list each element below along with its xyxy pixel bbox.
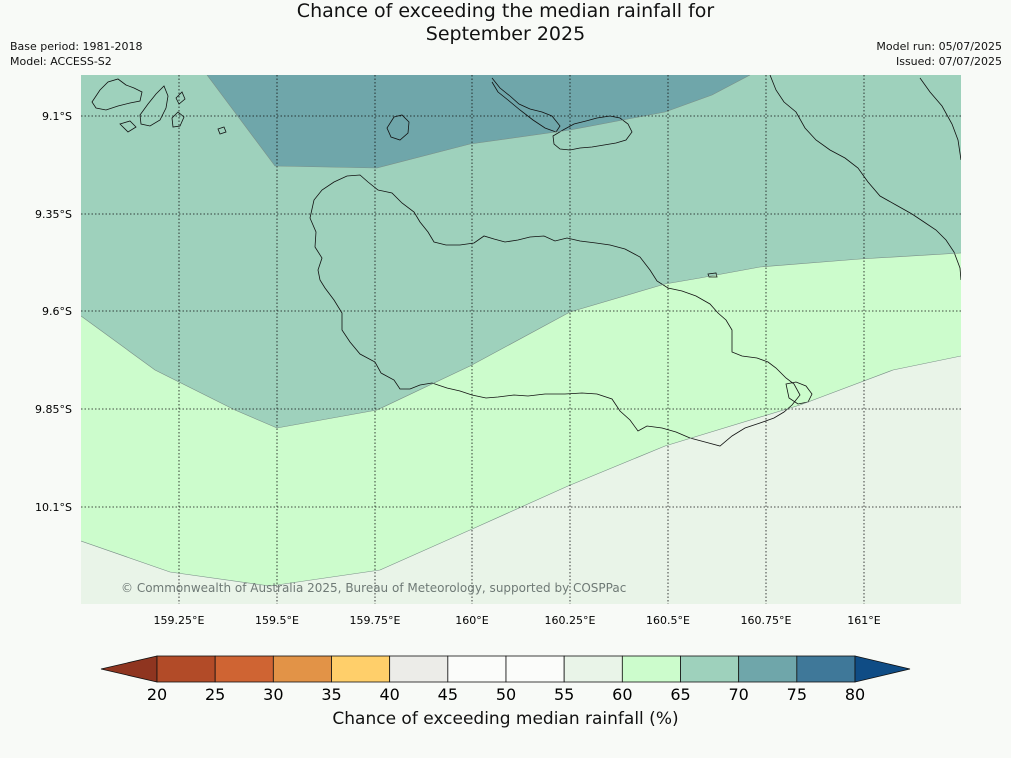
model-run-date: Model run: 05/07/2025 <box>876 40 1002 53</box>
island-outline <box>217 126 227 135</box>
colorbar-cell <box>389 655 449 683</box>
colorbar-title: Chance of exceeding median rainfall (%) <box>332 709 679 729</box>
colorbar-cell <box>680 655 740 683</box>
copyright-text: © Commonwealth of Australia 2025, Bureau… <box>121 581 626 595</box>
island-outline <box>785 381 813 405</box>
latitude-tick-label: 9.1°S <box>42 110 72 123</box>
colorbar-tick-label: 70 <box>728 685 748 704</box>
colorbar-cell <box>738 655 798 683</box>
longitude-tick-label: 159.75°E <box>350 614 401 627</box>
island-outline <box>119 120 137 133</box>
longitude-tick-label: 161°E <box>847 614 880 627</box>
colorbar-low-extension <box>100 655 158 683</box>
model-name: Model: ACCESS-S2 <box>10 55 112 68</box>
model-info: Base period: 1981-2018 Model: ACCESS-S2 <box>10 39 142 69</box>
colorbar-cell <box>505 655 565 683</box>
island-outline <box>769 75 961 281</box>
latitude-tick-label: 10.1°S <box>35 501 72 514</box>
colorbar-tick-label: 45 <box>438 685 458 704</box>
zone-65-70 <box>207 75 750 168</box>
island-outline <box>552 115 633 151</box>
latitude-tick-label: 9.85°S <box>35 403 72 416</box>
colorbar-cell <box>331 655 391 683</box>
colorbar-tick-label: 30 <box>263 685 283 704</box>
base-period: Base period: 1981-2018 <box>10 40 143 53</box>
island-outline <box>919 77 961 161</box>
graticule <box>81 75 961 604</box>
colorbar-tick-label: 35 <box>321 685 341 704</box>
colorbar-tick-label: 65 <box>670 685 690 704</box>
colorbar-cell <box>621 655 681 683</box>
longitude-tick-label: 159.5°E <box>255 614 299 627</box>
longitude-tick-label: 160.25°E <box>545 614 596 627</box>
latitude-labels: 9.1°S 9.35°S 9.6°S 9.85°S 10.1°S <box>35 110 72 514</box>
colorbar-tick-label: 75 <box>787 685 807 704</box>
island-outline <box>91 78 143 111</box>
run-info: Model run: 05/07/2025 Issued: 07/07/2025 <box>876 39 1002 69</box>
colorbar-tick-label: 50 <box>496 685 516 704</box>
colorbar-cell <box>447 655 507 683</box>
colorbar-tick-label: 40 <box>379 685 399 704</box>
title-line-1: Chance of exceeding the median rainfall … <box>296 0 715 22</box>
colorbar-cell <box>214 655 274 683</box>
colorbar-cell <box>796 655 856 683</box>
longitude-tick-label: 160.5°E <box>646 614 690 627</box>
zone-boundaries <box>81 75 961 587</box>
colorbar: 20 25 30 35 40 45 50 55 60 65 70 75 80 <box>100 655 911 704</box>
longitude-tick-label: 160.75°E <box>741 614 792 627</box>
coastlines <box>91 75 961 447</box>
colorbar-cell <box>563 655 623 683</box>
colorbar-tick-label: 55 <box>554 685 574 704</box>
latitude-tick-label: 9.6°S <box>42 305 72 318</box>
colorbar-cell <box>272 655 332 683</box>
latitude-tick-label: 9.35°S <box>35 208 72 221</box>
longitude-tick-label: 160°E <box>455 614 488 627</box>
island-outline <box>707 272 718 278</box>
title-line-2: September 2025 <box>425 23 586 45</box>
map-area <box>81 75 961 604</box>
colorbar-tick-label: 25 <box>205 685 225 704</box>
colorbar-tick-label: 20 <box>147 685 167 704</box>
island-outline <box>139 85 169 127</box>
map-title: Chance of exceeding the median rainfall … <box>0 0 1011 46</box>
island-outline <box>491 77 561 133</box>
colorbar-high-extension <box>854 655 911 683</box>
island-outline <box>175 91 186 105</box>
issued-date: Issued: 07/07/2025 <box>895 55 1002 68</box>
island-outline <box>171 111 185 128</box>
island-outline <box>309 174 801 447</box>
colorbar-cell <box>156 655 216 683</box>
colorbar-tick-label: 80 <box>845 685 865 704</box>
colorbar-tick-label: 60 <box>612 685 632 704</box>
longitude-tick-label: 159.25°E <box>154 614 205 627</box>
longitude-labels: 159.25°E 159.5°E 159.75°E 160°E 160.25°E 160.… <box>154 614 881 627</box>
